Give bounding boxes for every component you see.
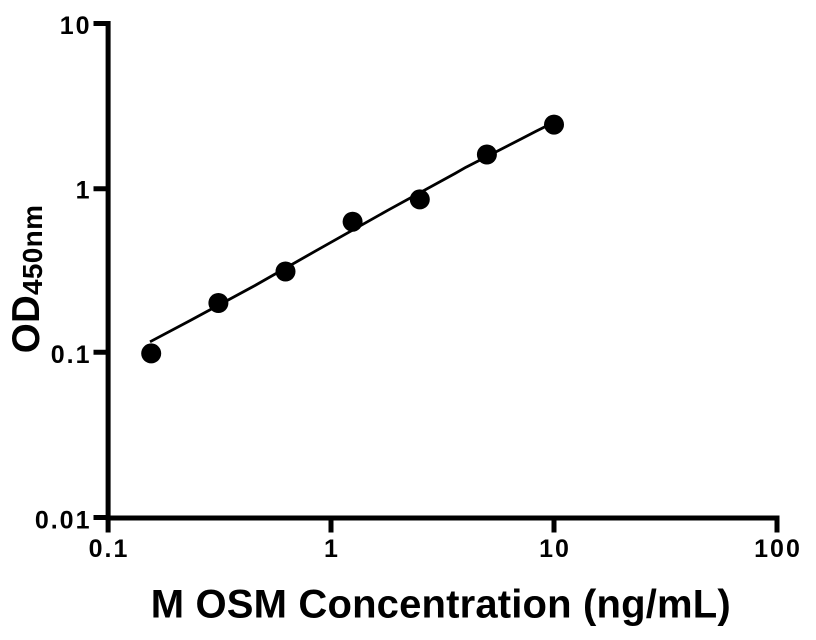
svg-text:100: 100 (754, 535, 802, 563)
svg-text:10: 10 (60, 12, 92, 40)
svg-text:1: 1 (76, 177, 92, 205)
svg-text:1: 1 (324, 535, 340, 563)
svg-text:0.1: 0.1 (51, 341, 92, 369)
svg-text:0.01: 0.01 (35, 506, 92, 534)
svg-text:10: 10 (539, 535, 571, 563)
svg-text:M OSM Concentration (ng/mL): M OSM Concentration (ng/mL) (151, 583, 731, 627)
svg-text:0.1: 0.1 (89, 535, 130, 563)
